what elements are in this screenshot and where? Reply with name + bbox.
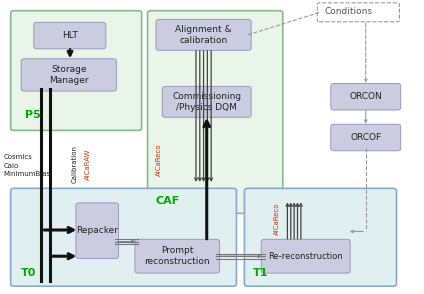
FancyBboxPatch shape: [244, 188, 396, 286]
Text: Conditions: Conditions: [325, 7, 373, 16]
FancyBboxPatch shape: [156, 19, 251, 50]
Text: Repacker: Repacker: [76, 226, 118, 235]
Text: Prompt
reconstruction: Prompt reconstruction: [145, 246, 210, 266]
FancyBboxPatch shape: [76, 203, 118, 258]
Text: Storage
Manager: Storage Manager: [49, 65, 89, 85]
Text: P5: P5: [25, 110, 40, 120]
Text: Re-reconstruction: Re-reconstruction: [268, 252, 343, 261]
FancyBboxPatch shape: [331, 83, 401, 110]
Text: Calibration: Calibration: [72, 146, 78, 183]
Text: HLT: HLT: [62, 31, 78, 40]
Text: ORCOF: ORCOF: [350, 133, 381, 142]
FancyBboxPatch shape: [331, 124, 401, 151]
Text: AlCaReco: AlCaReco: [274, 202, 280, 235]
Text: Cosmics
Calo
MinimumBias: Cosmics Calo MinimumBias: [3, 154, 50, 178]
Text: T1: T1: [253, 268, 269, 278]
Text: T0: T0: [21, 268, 36, 278]
FancyBboxPatch shape: [21, 59, 116, 91]
Text: ORCON: ORCON: [349, 92, 382, 101]
FancyBboxPatch shape: [135, 239, 220, 273]
Text: Alignment &
calibration: Alignment & calibration: [175, 25, 232, 45]
FancyBboxPatch shape: [34, 22, 106, 49]
FancyBboxPatch shape: [148, 11, 283, 213]
FancyBboxPatch shape: [261, 239, 350, 273]
Text: CAF: CAF: [155, 196, 179, 206]
Text: Commissioning
/Physics DQM: Commissioning /Physics DQM: [172, 92, 241, 112]
Text: AlCaRAW: AlCaRAW: [85, 149, 91, 180]
FancyBboxPatch shape: [11, 11, 142, 131]
Text: AlCaReco: AlCaReco: [156, 144, 162, 176]
FancyBboxPatch shape: [11, 188, 237, 286]
FancyBboxPatch shape: [162, 86, 251, 117]
